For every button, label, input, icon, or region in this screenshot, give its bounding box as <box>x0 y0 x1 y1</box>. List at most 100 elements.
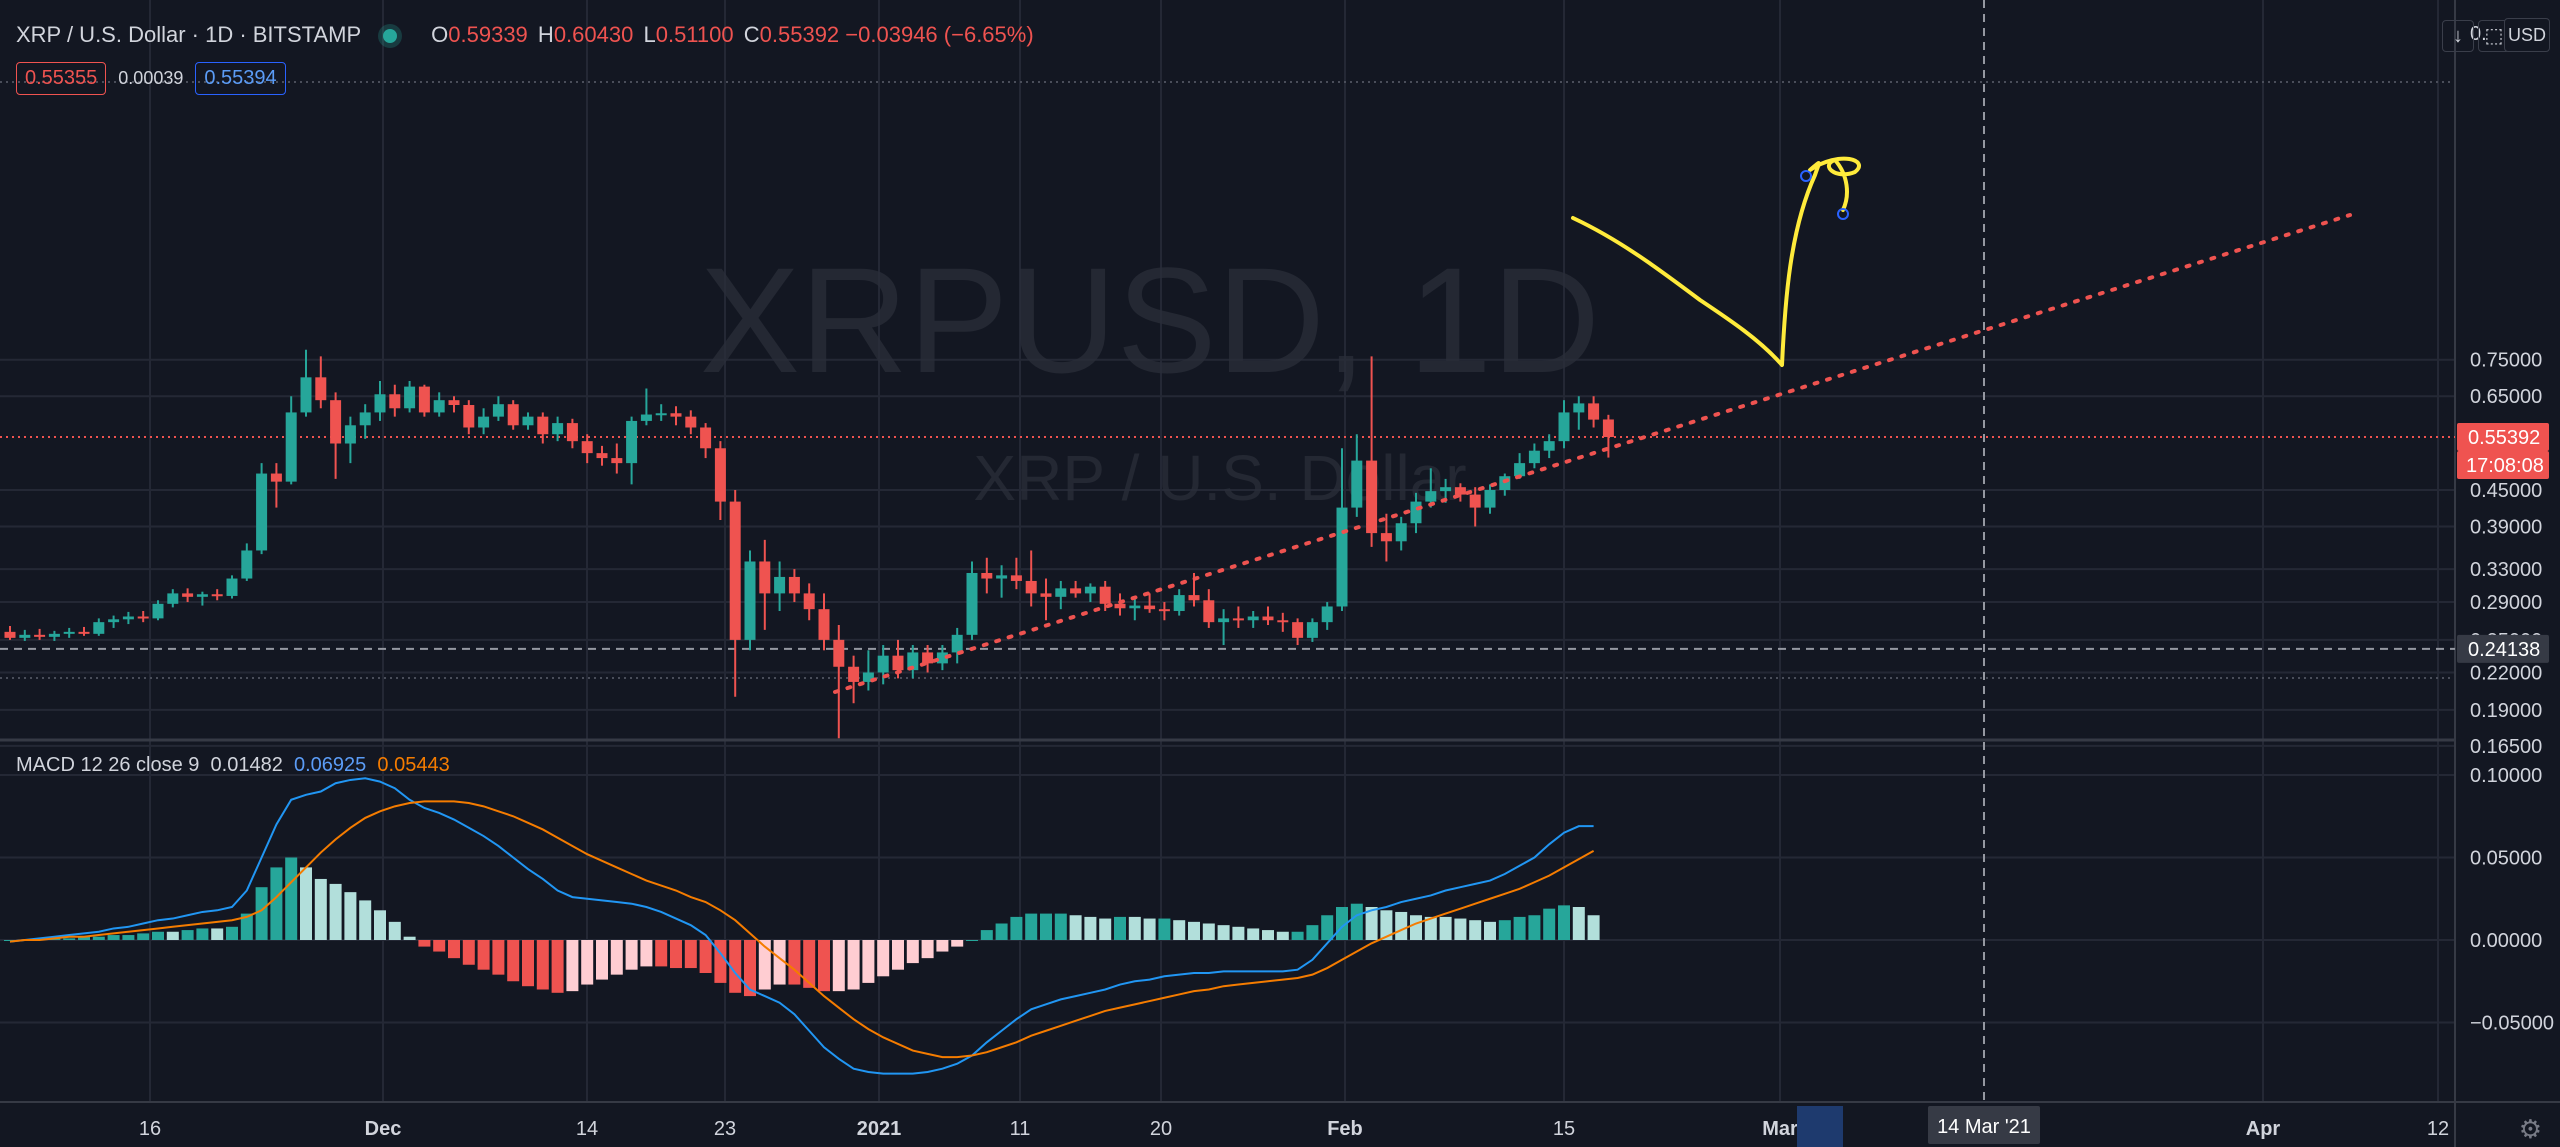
quote-row: 0.55355 0.00039 0.55394 <box>16 62 286 95</box>
macd-histogram-bar <box>166 931 179 940</box>
macd-histogram-bar <box>270 867 283 940</box>
macd-histogram-bar <box>1114 916 1126 940</box>
symbol-legend: XRP / U.S. Dollar · 1D · BITSTAMP O0.5933… <box>16 22 1034 48</box>
countdown-tag <box>2457 451 2549 480</box>
price-tick-label: 0.75000 <box>2470 350 2542 372</box>
macd-histogram-bar <box>137 933 150 940</box>
macd-histogram-bar <box>63 938 76 940</box>
candle-body <box>285 412 297 482</box>
candle-body <box>833 639 845 667</box>
candle-body <box>196 594 208 597</box>
macd-histogram-bar <box>1128 916 1141 940</box>
open-value: 0.59339 <box>448 22 528 47</box>
time-tick-label: 14 <box>576 1118 598 1140</box>
macd-histogram-bar <box>285 857 298 940</box>
time-tick-label: 23 <box>714 1118 736 1140</box>
price-tick-label: 0.22000 <box>2470 662 2542 684</box>
close-value: 0.55392 <box>759 22 840 47</box>
macd-histogram-bar <box>536 940 549 990</box>
candle-body <box>93 622 105 634</box>
macd-histogram-bar <box>862 940 875 983</box>
macd-histogram-bar <box>492 940 505 975</box>
macd-histogram-bar <box>788 940 801 985</box>
currency-button[interactable]: USD <box>2504 18 2550 52</box>
macd-histogram-bar <box>1513 916 1526 940</box>
candle-body <box>936 652 948 664</box>
candle-body <box>1395 523 1407 542</box>
macd-histogram-bar <box>995 923 1008 940</box>
macd-histogram-bar <box>803 940 816 988</box>
candle-body <box>581 441 593 454</box>
candle-body <box>478 416 490 428</box>
candle-body <box>1084 586 1096 594</box>
candle-body <box>1129 605 1141 609</box>
macd-histogram-bar <box>240 913 253 940</box>
high-value: 0.60430 <box>553 22 634 47</box>
candle-body <box>1099 586 1111 604</box>
macd-histogram-bar <box>892 940 904 970</box>
time-tick-label: Mar <box>1762 1118 1798 1140</box>
drawing-handle <box>1837 208 1849 220</box>
macd-histogram-bar <box>1336 907 1348 940</box>
macd-histogram-bar <box>1380 910 1393 940</box>
candle-body <box>552 423 564 435</box>
macd-histogram-bar <box>1143 918 1156 940</box>
candle-body <box>1114 603 1126 609</box>
macd-histogram-bar <box>314 878 327 940</box>
candle-body <box>744 561 756 640</box>
macd-histogram-bar <box>1484 921 1496 940</box>
candle-body <box>1292 622 1304 638</box>
candle-body <box>803 593 815 610</box>
candle-body <box>433 400 445 413</box>
candle-body <box>418 386 430 413</box>
macd-histogram-bar <box>818 940 830 992</box>
macd-legend[interactable]: MACD 12 26 close 9 0.01482 0.06925 0.054… <box>16 754 450 777</box>
candle-body <box>34 634 46 637</box>
macd-histogram-bar <box>1528 915 1541 940</box>
macd-histogram-bar <box>625 940 638 970</box>
sell-price-button[interactable]: 0.55355 <box>16 62 107 95</box>
candle-body <box>4 631 16 638</box>
candle-body <box>1173 595 1185 611</box>
candle-body <box>788 576 800 594</box>
macd-histogram-bar <box>122 935 135 940</box>
crosshair-date-tag <box>1928 1106 2040 1144</box>
macd-histogram-bar <box>1498 920 1511 940</box>
candle-body <box>1380 533 1392 542</box>
time-tick-label: 12 <box>2427 1118 2449 1140</box>
macd-histogram-bar <box>1173 920 1186 940</box>
candle-body <box>463 405 475 428</box>
watermark-symbol: XRPUSD, 1D <box>700 236 1600 404</box>
macd-histogram-bar <box>729 940 742 993</box>
candle-body <box>122 616 134 620</box>
buy-price-button[interactable]: 0.55394 <box>195 62 286 95</box>
candle-body <box>48 633 60 637</box>
macd-histogram-bar <box>300 867 312 940</box>
macd-histogram-bar <box>714 940 727 983</box>
candle-body <box>522 416 534 426</box>
drawing-handle <box>1800 170 1812 182</box>
macd-histogram-bar <box>1054 913 1067 940</box>
candle-body <box>270 473 282 482</box>
candle-body <box>670 413 682 417</box>
download-icon[interactable]: ↓ <box>2442 20 2474 52</box>
macd-histogram-bar <box>1232 926 1245 940</box>
candle-body <box>1336 507 1348 607</box>
crosshair-price-tag <box>2457 634 2549 663</box>
candle-body <box>1232 618 1244 621</box>
candle-body <box>492 404 504 417</box>
gear-icon[interactable]: ⚙ <box>2518 1114 2542 1144</box>
candle-body <box>729 501 741 640</box>
last-price-tag <box>2457 423 2549 452</box>
candle-body <box>892 655 904 671</box>
macd-histogram-bar <box>196 928 209 940</box>
macd-histogram-bar <box>433 940 446 952</box>
macd-histogram-bar <box>1010 916 1023 940</box>
macd-histogram-bar <box>1424 916 1437 940</box>
macd-histogram-bar <box>1469 920 1482 940</box>
macd-histogram-bar <box>670 940 682 969</box>
candle-body <box>389 394 401 409</box>
candle-body <box>211 594 223 597</box>
